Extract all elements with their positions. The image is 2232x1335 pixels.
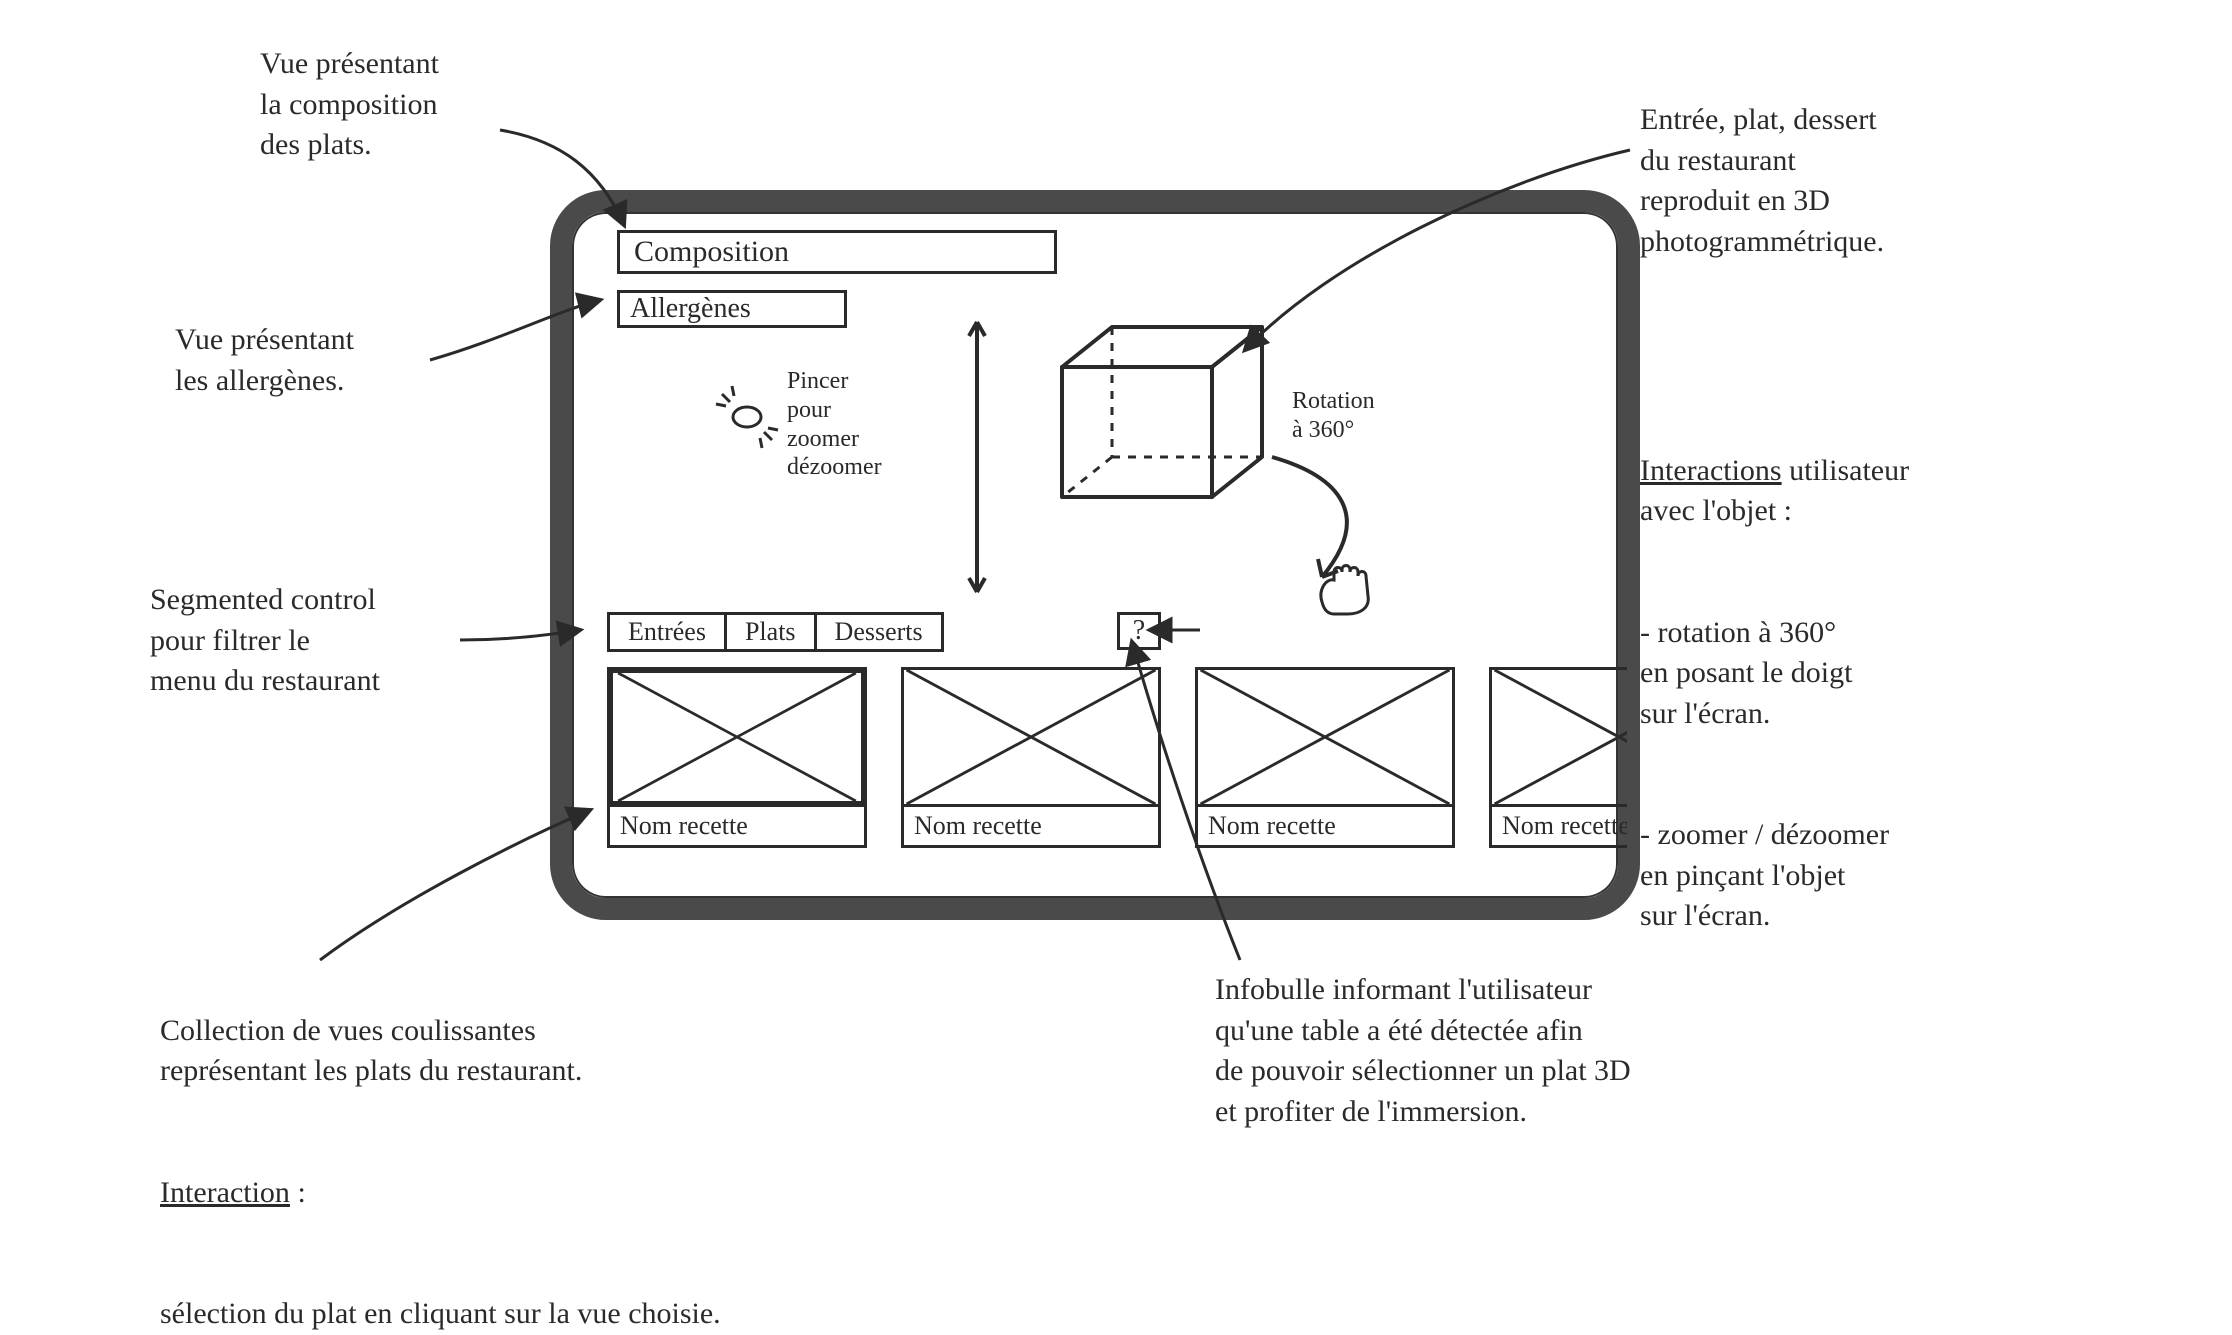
annotation-allergenes: Vue présentant les allergènes. [175,320,354,401]
zoom-double-arrow-icon [962,312,992,602]
annotation-interactions: Interactions utilisateur avec l'objet : … [1640,410,2180,937]
annotation-interactions-b1: rotation à 360° en posant le doigt sur l… [1640,616,1852,730]
hand-icon [1312,562,1382,618]
annotation-composition: Vue présentant la composition des plats. [260,44,439,166]
annotation-interactions-b2: zoomer / dézoomer en pinçant l'objet sur… [1640,818,1889,932]
pinch-icon [712,382,782,452]
allergenes-button[interactable]: Allergènes [617,290,847,328]
recipe-thumb-placeholder [1489,667,1627,807]
help-button[interactable]: ? [1117,612,1161,650]
tablet-screen: Composition Allergènes Pincer pour zoome… [572,212,1618,898]
annotation-collection: Collection de vues coulissantes représen… [160,970,1060,1335]
annotation-interactions-heading: Interactions [1640,454,1782,487]
recipe-card-label: Nom recette [1195,807,1455,848]
segment-desserts[interactable]: Desserts [817,615,941,649]
recipe-thumb-placeholder [1195,667,1455,807]
annotation-infobulle: Infobulle informant l'utilisateur qu'une… [1215,970,1975,1132]
composition-button[interactable]: Composition [617,230,1057,274]
rotation-hint-text: Rotation à 360° [1292,387,1375,445]
annotation-collection-heading: Interaction [160,1176,290,1209]
recipe-card-list[interactable]: Nom recette Nom recette Nom recette Nom … [607,667,1627,848]
annotation-segmented: Segmented control pour filtrer le menu d… [150,580,380,702]
recipe-card[interactable]: Nom recette [1489,667,1627,848]
recipe-card-label: Nom recette [1489,807,1627,848]
recipe-thumb-placeholder [901,667,1161,807]
recipe-card-label: Nom recette [901,807,1161,848]
segment-entrees[interactable]: Entrées [610,615,727,649]
recipe-card-label: Nom recette [607,807,867,848]
segment-plats[interactable]: Plats [727,615,817,649]
annotation-collection-intro: Collection de vues coulissantes représen… [160,1014,582,1088]
dish-3d-cube[interactable] [1042,317,1282,517]
tablet-frame: Composition Allergènes Pincer pour zoome… [550,190,1640,920]
pinch-hint-text: Pincer pour zoomer dézoomer [787,367,882,482]
recipe-card[interactable]: Nom recette [901,667,1161,848]
recipe-card[interactable]: Nom recette [607,667,867,848]
annotation-collection-body: sélection du plat en cliquant sur la vue… [160,1297,721,1330]
recipe-thumb-placeholder [607,667,867,807]
menu-segmented-control[interactable]: Entrées Plats Desserts [607,612,944,652]
recipe-card[interactable]: Nom recette [1195,667,1455,848]
annotation-dish3d: Entrée, plat, dessert du restaurant repr… [1640,100,1884,262]
